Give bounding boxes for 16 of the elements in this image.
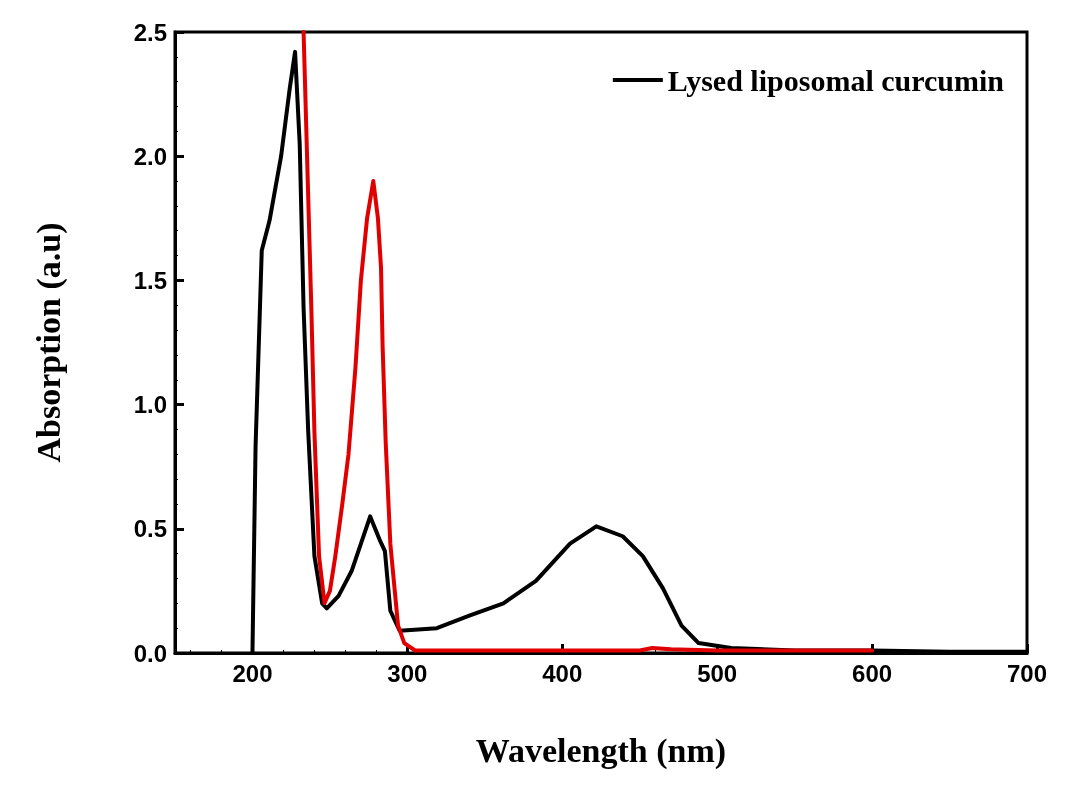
y-tick-label: 2.5 — [133, 18, 167, 46]
y-tick-label: 0.0 — [133, 639, 167, 667]
y-tick-label: 1.0 — [133, 391, 167, 419]
x-axis-title: Wavelength (nm) — [475, 731, 727, 770]
legend-label: Lysed liposomal curcumin — [667, 63, 1005, 97]
x-tick-label: 600 — [852, 659, 893, 687]
x-tick-label: 700 — [1006, 659, 1048, 687]
x-tick-label: 500 — [697, 659, 738, 687]
y-tick-label: 1.5 — [133, 266, 167, 294]
x-tick-label: 300 — [387, 659, 428, 687]
line-series — [301, 30, 875, 653]
y-tick-label: 2.0 — [133, 142, 167, 170]
x-tick-label: 400 — [542, 659, 583, 687]
y-tick-label: 0.5 — [133, 515, 167, 543]
y-axis-title: Absorption (a.u) — [29, 222, 68, 463]
x-tick-label: 200 — [232, 659, 273, 687]
